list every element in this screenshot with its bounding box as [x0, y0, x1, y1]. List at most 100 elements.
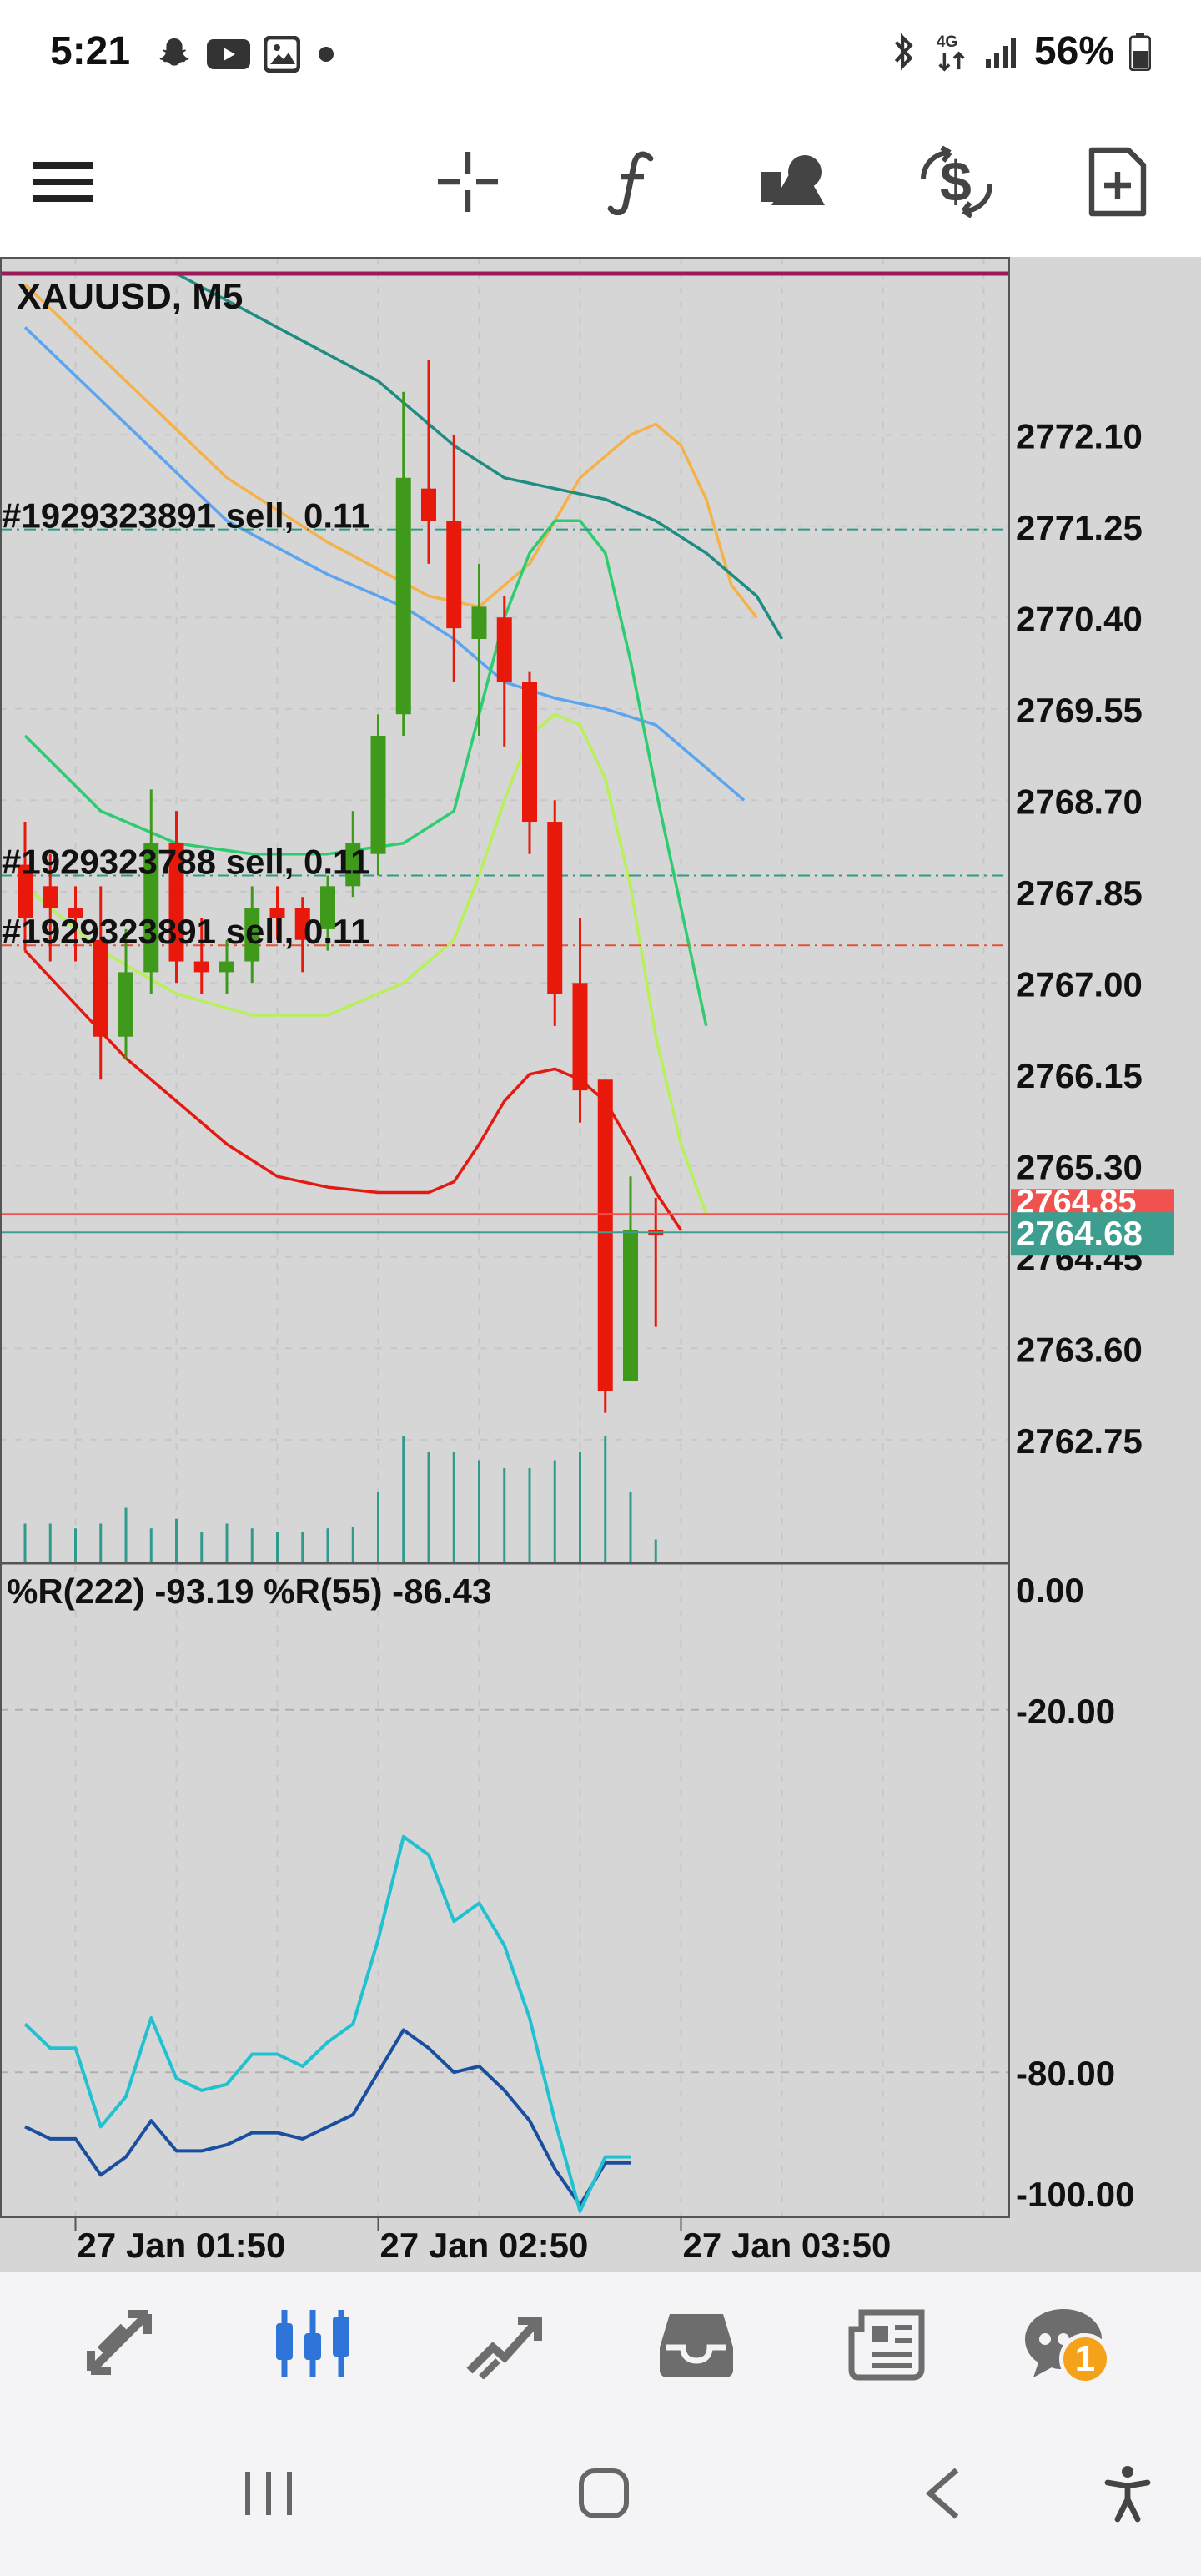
- candle: [68, 886, 83, 962]
- new-order-icon: [1088, 147, 1147, 217]
- accessibility-icon: [1104, 2466, 1151, 2523]
- accessibility-button[interactable]: [1086, 2456, 1169, 2531]
- bid-price-tag: [1011, 1212, 1174, 1256]
- chart-canvas[interactable]: XAUUSD, M5 2772.10 2771.25 2770.40 2769.55 27…: [0, 257, 1201, 2272]
- ask-price-tag: [1011, 1189, 1174, 1215]
- home-button[interactable]: [562, 2456, 646, 2531]
- recents-button[interactable]: [227, 2456, 310, 2531]
- wpr-series-line: [24, 2028, 631, 2207]
- trade-icon: [466, 2317, 542, 2379]
- y-axis-tick-label: 2763.60: [1016, 1330, 1143, 1369]
- moving-average-line: [175, 272, 784, 640]
- candle-body: [471, 606, 487, 640]
- dot-icon: [319, 47, 334, 62]
- chart-area[interactable]: XAUUSD, M5 2772.10 2771.25 2770.40 2769.55 27…: [0, 257, 1201, 2272]
- candle-body: [294, 908, 310, 940]
- candle-body: [623, 1230, 638, 1381]
- nav-history[interactable]: [642, 2293, 751, 2393]
- y-axis-tick-label: 2769.55: [1016, 691, 1143, 730]
- bottom-navigation: 1: [0, 2272, 1201, 2414]
- moving-average-line: [23, 283, 758, 619]
- menu-button[interactable]: [17, 136, 108, 228]
- recents-icon: [245, 2472, 292, 2515]
- candle: [446, 435, 462, 682]
- candle: [471, 563, 487, 736]
- nav-chart[interactable]: [259, 2293, 367, 2393]
- y-axis-tick-label: 2772.10: [1016, 416, 1143, 455]
- gallery-icon: [264, 36, 300, 73]
- candle-body: [345, 843, 361, 887]
- order-label: #1929323891 sell, 0.11: [2, 496, 369, 536]
- x-axis-tick-label: 27 Jan 01:50: [78, 2226, 286, 2265]
- candle: [193, 918, 209, 994]
- candle: [168, 811, 184, 984]
- bid-price-label: 2764.68: [1016, 1214, 1143, 1253]
- candle: [623, 1176, 638, 1381]
- candle-body: [168, 843, 184, 962]
- moving-average-line: [23, 712, 708, 1215]
- y-axis-tick-label: 2768.70: [1016, 782, 1143, 821]
- indicator-title: %R(222) -93.19 %R(55) -86.43: [7, 1572, 491, 1611]
- crosshair-button[interactable]: [422, 136, 514, 228]
- candle-body: [572, 983, 588, 1091]
- indicators-icon: [607, 151, 654, 215]
- x-axis-tick-label: 27 Jan 02:50: [380, 2226, 589, 2265]
- crosshair-icon: [438, 152, 498, 212]
- y-axis-tick-label: 2770.40: [1016, 599, 1143, 638]
- candle: [43, 853, 58, 962]
- indicators-button[interactable]: [585, 136, 677, 228]
- nav-chat[interactable]: 1: [1009, 2293, 1118, 2393]
- candle: [18, 822, 33, 951]
- candle-body: [219, 961, 234, 973]
- timeframe-icon: $: [921, 146, 992, 218]
- youtube-icon: [207, 39, 250, 69]
- nav-quotes[interactable]: [67, 2293, 175, 2393]
- candle-body: [597, 1079, 613, 1391]
- nav-trade[interactable]: [450, 2293, 559, 2393]
- time-axis-bg: [0, 2219, 1201, 2272]
- candle-body: [522, 682, 537, 823]
- candle: [320, 875, 335, 951]
- candle-body: [93, 939, 108, 1037]
- candle: [522, 671, 537, 854]
- history-icon: [660, 2314, 733, 2377]
- candle: [496, 596, 512, 747]
- indicator-tick-label: -80.00: [1016, 2054, 1115, 2093]
- candle: [294, 897, 310, 973]
- new-order-button[interactable]: [1072, 136, 1163, 228]
- candle: [143, 789, 159, 994]
- order-label: #1929323891 sell, 0.11: [2, 912, 369, 951]
- bluetooth-icon: [894, 33, 913, 70]
- candle: [421, 360, 436, 564]
- candle-body: [320, 886, 335, 929]
- candle: [118, 928, 133, 1059]
- candle-body: [18, 864, 33, 918]
- indicator-tick-label: -100.00: [1016, 2175, 1134, 2214]
- status-time: 5:21: [50, 29, 131, 73]
- objects-icon: [761, 155, 825, 205]
- home-icon: [579, 2468, 629, 2518]
- objects-button[interactable]: [747, 136, 839, 228]
- news-icon: [848, 2309, 925, 2381]
- y-axis-tick-label: 2766.15: [1016, 1056, 1143, 1095]
- system-status-icons: 4G 56%: [889, 28, 1151, 74]
- candle: [345, 811, 361, 898]
- quotes-icon: [87, 2310, 152, 2375]
- back-button[interactable]: [901, 2456, 984, 2531]
- y-axis-tick-label: 2767.00: [1016, 964, 1143, 1004]
- status-bar: 5:21 4G 56%: [0, 0, 1201, 107]
- candle-body: [43, 886, 58, 908]
- y-axis-tick-label: 2767.85: [1016, 873, 1143, 913]
- network-label: 4G: [937, 33, 958, 51]
- nav-news[interactable]: [834, 2293, 942, 2393]
- moving-average-line: [23, 326, 746, 802]
- candle-body: [193, 961, 209, 973]
- candle: [395, 391, 411, 736]
- candle: [93, 886, 108, 1080]
- y-axis-tick-label: 2762.75: [1016, 1421, 1143, 1461]
- battery-percent: 56%: [1033, 29, 1114, 73]
- candle-body: [143, 843, 159, 973]
- timeframe-button[interactable]: $: [911, 136, 1003, 228]
- candle-body: [395, 477, 411, 715]
- y-axis-tick-label: 2771.25: [1016, 508, 1143, 547]
